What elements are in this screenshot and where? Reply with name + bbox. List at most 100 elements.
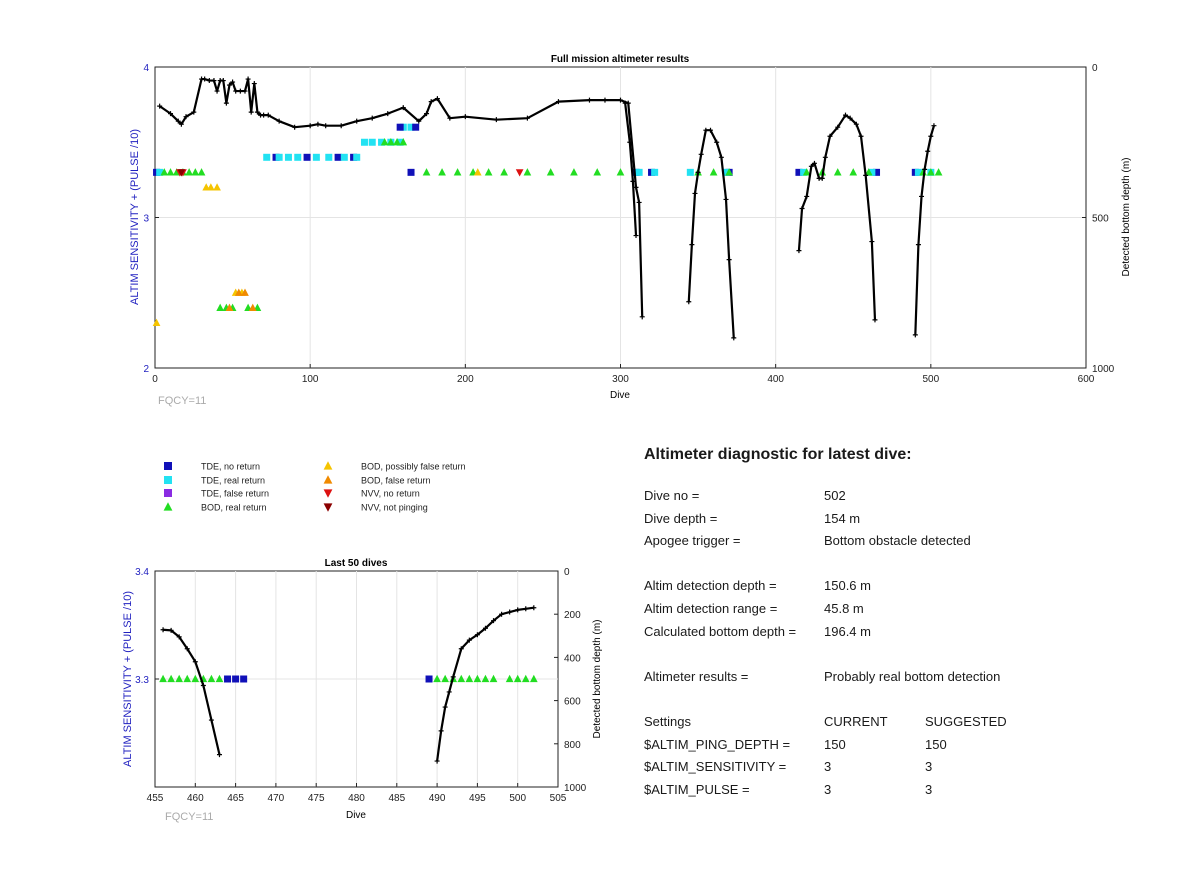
full-mission-depth-point bbox=[627, 139, 633, 145]
full-mission-depth-point bbox=[385, 111, 391, 117]
full-mission-bod-real-return-marker bbox=[393, 138, 401, 146]
full-mission-tde-real-return-marker bbox=[156, 168, 164, 176]
full-mission-depth-point bbox=[292, 124, 298, 130]
legend-nvv-not-pinging-label: NVV, not pinging bbox=[361, 503, 428, 513]
full-mission-tde-real-return-marker bbox=[284, 153, 292, 161]
legend-bod-real-return-swatch bbox=[163, 502, 173, 511]
full-mission-depth-point bbox=[276, 118, 282, 124]
x-tick-label: 480 bbox=[348, 793, 365, 804]
results-value: Probably real bottom detection bbox=[824, 668, 1001, 684]
last50-depth-point bbox=[184, 646, 190, 652]
x-tick-label: 505 bbox=[550, 793, 567, 804]
altim-range-value: 45.8 m bbox=[824, 600, 864, 616]
full-mission-tde-real-return-marker bbox=[340, 153, 348, 161]
y-tick-label: 3 bbox=[143, 214, 149, 225]
legend-bod-possibly-false-return-label: BOD, possibly false return bbox=[361, 462, 466, 472]
full-mission-depth-point bbox=[175, 118, 181, 124]
setting-row: $ALTIM_PULSE = 3 3 bbox=[644, 782, 1184, 805]
last50-depth-point bbox=[474, 632, 480, 638]
full-mission-tde-real-return-marker bbox=[651, 168, 659, 176]
last50-bod-real-return-marker bbox=[513, 674, 522, 683]
full-mission-depth-point bbox=[618, 97, 623, 103]
last50-bod-real-return-marker bbox=[215, 674, 224, 683]
full-mission-bod-real-return-marker bbox=[546, 168, 555, 176]
last50-depth-point bbox=[523, 606, 529, 612]
y-tick-label: 3.3 bbox=[135, 675, 149, 686]
full-mission-depth-point bbox=[369, 115, 375, 121]
last50-depth-point bbox=[531, 605, 537, 611]
last50-depth-point bbox=[446, 689, 452, 695]
full-mission-depth-point bbox=[822, 154, 828, 160]
results-row: Altimeter results = Probably real bottom … bbox=[644, 669, 1184, 692]
altim-range-label: Altim detection range = bbox=[644, 600, 778, 616]
full-mission-bod-real-return-marker bbox=[387, 138, 395, 146]
last50-depth-point bbox=[216, 752, 222, 758]
full-mission-tde-no-return-marker bbox=[795, 168, 803, 176]
full-mission-bod-real-return-marker bbox=[185, 168, 193, 176]
full-mission-bod-real-return-marker bbox=[166, 168, 175, 176]
legend-bod-false-return-label: BOD, false return bbox=[361, 476, 431, 486]
last50-depth-point bbox=[208, 717, 214, 723]
last50-depth-point bbox=[168, 627, 174, 633]
full-mission-bod-real-return-marker bbox=[725, 168, 733, 176]
full-mission-depth-point bbox=[157, 103, 163, 109]
full-mission-bod-real-return-marker bbox=[934, 168, 943, 176]
full-mission-depth-point bbox=[400, 105, 406, 111]
y2-tick-label: 0 bbox=[564, 567, 570, 578]
full-mission-tde-real-return-marker bbox=[294, 153, 302, 161]
legend-bod-possibly-false-return-swatch bbox=[323, 461, 333, 470]
dive-depth-label: Dive depth = bbox=[644, 510, 718, 526]
full-mission-depth-point bbox=[869, 239, 875, 245]
last50-depth-point bbox=[192, 659, 198, 665]
full-mission-depth-point bbox=[718, 154, 724, 160]
full-mission-bod-real-return-marker bbox=[422, 168, 431, 176]
setting-current: 150 bbox=[824, 736, 846, 752]
full-mission-bod-false-return-marker bbox=[225, 303, 234, 311]
last50-title: Last 50 dives bbox=[325, 558, 388, 569]
full-mission-depth-point bbox=[206, 78, 212, 84]
last50-bod-real-return-marker bbox=[521, 674, 530, 683]
settings-label: Settings bbox=[644, 713, 691, 729]
full-mission-depth-point bbox=[915, 242, 921, 248]
last50-depth-point bbox=[482, 625, 488, 631]
full-mission-tde-real-return-marker bbox=[360, 138, 368, 146]
legend-nvv-not-pinging-swatch bbox=[323, 503, 333, 512]
full-mission-tde-real-return-marker bbox=[914, 168, 922, 176]
last50-depth-point bbox=[507, 609, 513, 615]
full-mission-bod-real-return-marker bbox=[160, 168, 169, 176]
full-mission-depth-point bbox=[731, 335, 737, 341]
full-mission-depth-point bbox=[636, 199, 642, 205]
full-mission-depth-point bbox=[261, 112, 267, 118]
full-mission-depth-line bbox=[159, 77, 644, 317]
full-mission-depth-point bbox=[799, 205, 805, 211]
last50-bod-real-return-marker bbox=[457, 674, 466, 683]
full-mission-bod-real-return-marker bbox=[438, 168, 446, 176]
full-mission-depth-point bbox=[555, 99, 561, 105]
last50-bod-real-return-marker bbox=[191, 674, 200, 683]
full-mission-depth-point bbox=[633, 233, 639, 239]
full-mission-depth-point bbox=[233, 88, 239, 94]
full-mission-depth-point bbox=[827, 133, 833, 139]
full-mission-tde-real-return-marker bbox=[800, 168, 808, 176]
full-mission-depth-point bbox=[835, 124, 841, 130]
y2-tick-label: 1000 bbox=[1092, 364, 1115, 375]
full-mission-nvv-not-pinging-marker bbox=[177, 169, 186, 177]
full-mission-title: Full mission altimeter results bbox=[551, 54, 690, 65]
y-tick-label: 4 bbox=[143, 63, 149, 74]
x-tick-label: 400 bbox=[767, 374, 784, 385]
full-mission-depth-point bbox=[211, 78, 217, 84]
last50-depth-line bbox=[162, 628, 221, 755]
last50-bod-real-return-marker bbox=[473, 674, 482, 683]
full-mission-tde-real-return-marker bbox=[353, 153, 361, 161]
full-mission-y2label: Detected bottom depth (m) bbox=[1121, 158, 1132, 277]
last50-tde-no-return-marker bbox=[240, 675, 248, 683]
y2-tick-label: 800 bbox=[564, 740, 581, 751]
last50-bod-real-return-marker bbox=[481, 674, 490, 683]
full-mission-bod-real-return-marker bbox=[849, 168, 858, 176]
y2-tick-label: 400 bbox=[564, 653, 581, 664]
legend-tde-real-return-label: TDE, real return bbox=[201, 476, 265, 486]
last50-bod-real-return-marker bbox=[167, 674, 175, 683]
apogee-row: Apogee trigger = Bottom obstacle detected bbox=[644, 533, 1184, 556]
settings-header-row: Settings CURRENT SUGGESTED bbox=[644, 714, 1184, 737]
apogee-value: Bottom obstacle detected bbox=[824, 533, 971, 549]
